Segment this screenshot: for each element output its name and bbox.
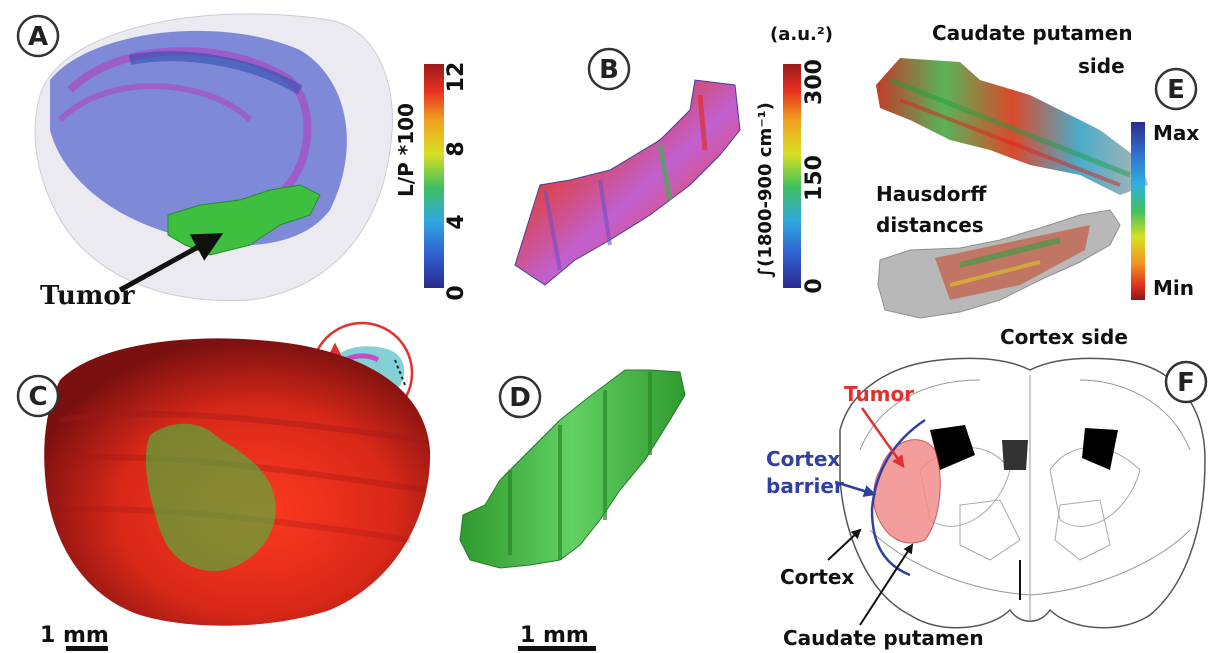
scalebar-c xyxy=(66,646,108,651)
cortex-barrier-label-line2: barrier xyxy=(766,474,844,498)
colorbar-a-tick-0: 0 xyxy=(444,285,469,300)
colorbar-e: Max Min xyxy=(1131,121,1199,300)
panel-f: Tumor Cortex barrier Cortex Caudate puta… xyxy=(766,357,1208,650)
panel-letter-c-circle xyxy=(16,374,60,418)
panel-b: B xyxy=(514,47,741,286)
panel-letter-f: F xyxy=(1177,368,1195,398)
colorbar-e-max: Max xyxy=(1153,121,1199,145)
panel-e: Caudate putamen side Hausdorff distances… xyxy=(876,21,1198,349)
colorbar-b-tick-150: 150 xyxy=(802,155,827,201)
panel-a: Tumor A xyxy=(16,13,393,311)
cortex-label-f: Cortex xyxy=(780,565,854,589)
panel-letter-a-circle xyxy=(16,14,60,58)
scalebar-d xyxy=(518,646,596,651)
colorbar-b-label: ∫(1800-900 cm⁻¹) xyxy=(755,102,776,278)
hausdorff-title-line1: Hausdorff xyxy=(876,182,987,206)
tumor-label-f: Tumor xyxy=(844,382,914,406)
colorbar-b-unit: (a.u.²) xyxy=(770,24,833,45)
scalebar-d-label: 1 mm xyxy=(520,623,589,648)
colorbar-b-gradient xyxy=(783,64,801,288)
panel-e-bottom-label: Cortex side xyxy=(1000,325,1128,349)
brain-atlas-outline xyxy=(839,357,1206,629)
panel-d: D 1 mm xyxy=(459,369,686,651)
ventricle-left xyxy=(930,425,975,470)
tumor-volume-d xyxy=(459,369,686,569)
colorbar-a-gradient xyxy=(424,64,444,288)
panel-letter-e: E xyxy=(1167,75,1185,105)
colorbar-a: 0 4 8 12 L/P *100 xyxy=(394,62,469,301)
colorbar-a-tick-4: 4 xyxy=(444,214,469,229)
colorbar-e-min: Min xyxy=(1153,276,1194,300)
tumor-annotation: Tumor xyxy=(40,281,135,311)
hausdorff-title-line2: distances xyxy=(876,213,984,237)
panel-letter-d: D xyxy=(509,383,531,413)
panel-letter-c: C xyxy=(28,382,47,412)
panel-letter-b-circle xyxy=(587,47,631,91)
colorbar-b-tick-300: 300 xyxy=(802,59,827,105)
panel-e-top-label-line1: Caudate putamen xyxy=(932,21,1133,45)
panel-letter-e-circle xyxy=(1154,67,1198,111)
cortex-barrier-label-line1: Cortex xyxy=(766,447,840,471)
caudate-label-f: Caudate putamen xyxy=(783,626,984,650)
scalebar-c-label: 1 mm xyxy=(40,623,109,648)
colorbar-b-tick-0: 0 xyxy=(802,278,827,293)
panel-letter-f-circle xyxy=(1164,360,1208,404)
panel-c: C 1 mm xyxy=(16,338,431,651)
ribbon-map-b xyxy=(514,79,741,286)
ventricle-right xyxy=(1082,428,1118,470)
panel-letter-b: B xyxy=(599,55,619,85)
third-ventricle xyxy=(1002,440,1028,470)
colorbar-e-gradient xyxy=(1131,122,1145,300)
tumor-arrow xyxy=(118,233,224,293)
panel-e-top-label-line2: side xyxy=(1078,54,1125,78)
panel-letter-d-circle xyxy=(498,375,542,419)
tumor-region-c xyxy=(145,423,276,571)
colorbar-a-tick-8: 8 xyxy=(444,141,469,156)
cortex-barrier-line xyxy=(870,418,926,577)
panel-letter-a: A xyxy=(28,22,48,52)
colorbar-a-tick-12: 12 xyxy=(444,62,469,93)
colorbar-a-label: L/P *100 xyxy=(394,103,418,197)
colorbar-b: (a.u.²) 0 150 300 ∫(1800-900 cm⁻¹) xyxy=(755,24,833,294)
